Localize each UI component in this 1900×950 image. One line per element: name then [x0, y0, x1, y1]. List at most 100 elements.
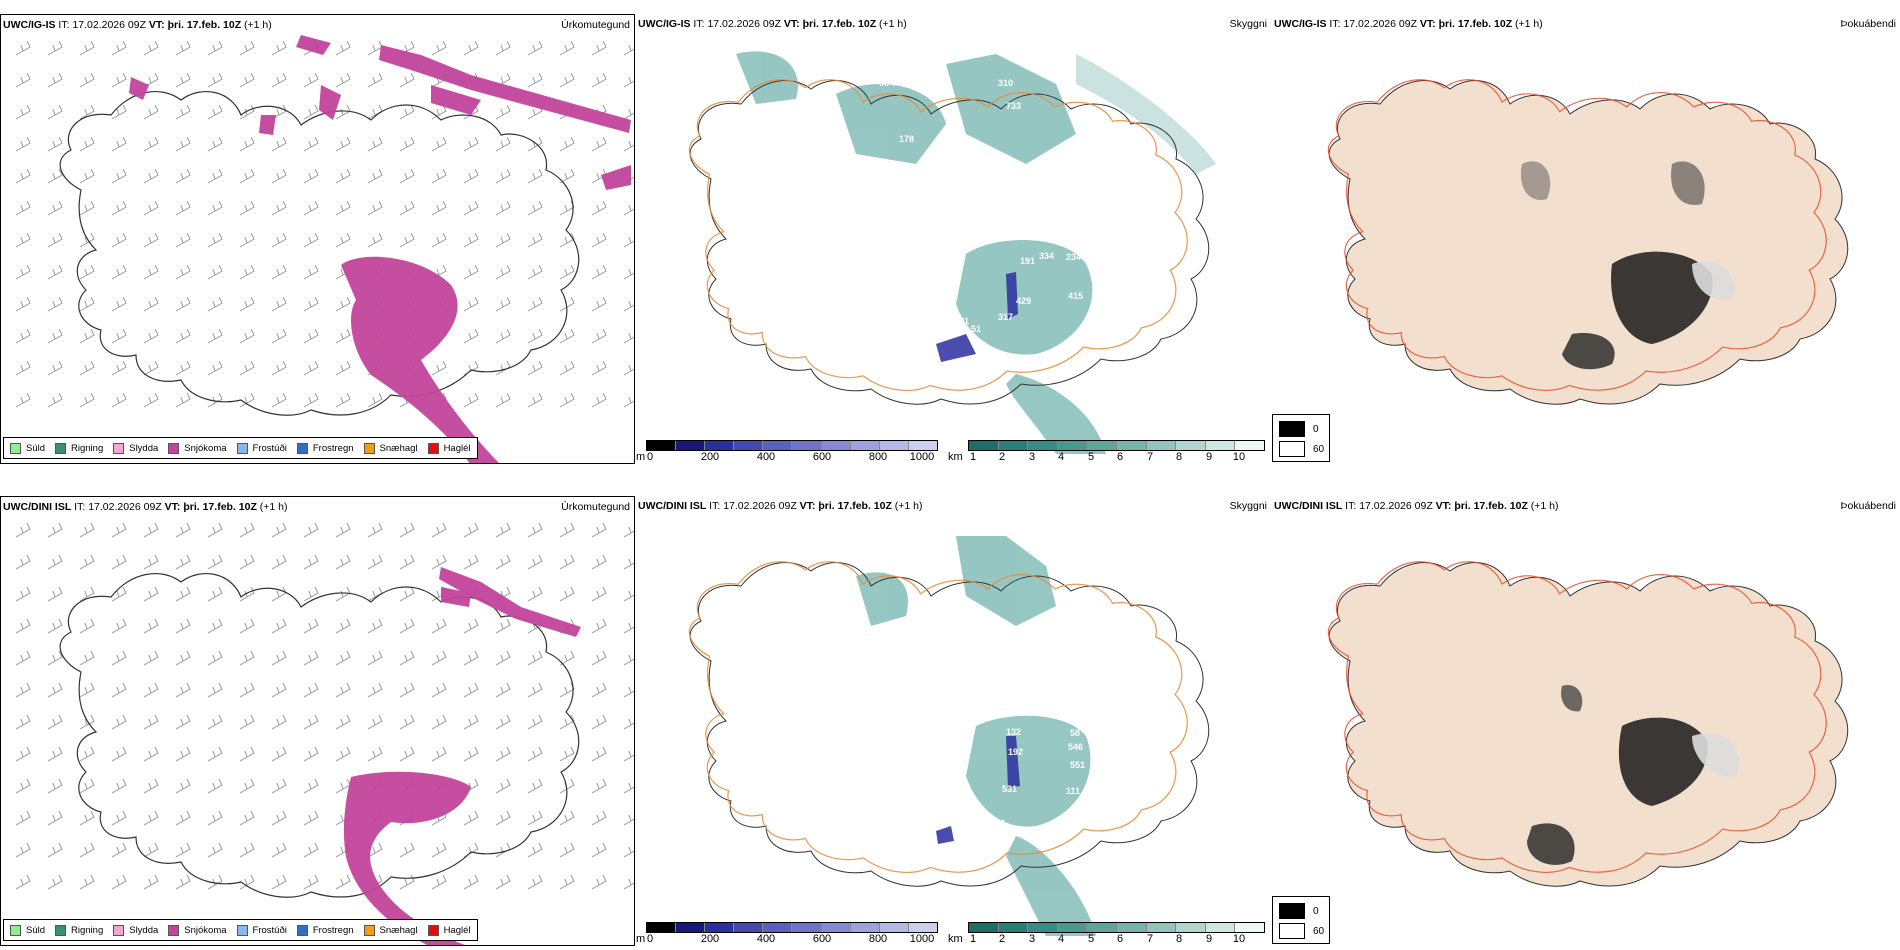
visibility-value-label: 191 — [1020, 256, 1035, 266]
visibility-value-label: 913 — [1048, 615, 1063, 625]
road-network — [688, 79, 1188, 392]
wind-barb — [303, 842, 319, 858]
visibility-value-label: 81 — [959, 316, 969, 326]
wind-barb — [175, 40, 191, 56]
wind-barb — [591, 650, 607, 666]
lead-time: (+1 h) — [259, 501, 288, 513]
wind-barb — [463, 232, 479, 248]
wind-barb — [143, 296, 159, 312]
wind-barb — [591, 264, 607, 280]
wind-barb — [15, 714, 31, 730]
wind-barb — [239, 232, 255, 248]
wind-barb — [175, 328, 191, 344]
wind-barb — [47, 72, 63, 88]
wind-barb — [495, 650, 511, 666]
wind-barb — [559, 522, 575, 538]
wind-barb — [623, 204, 634, 216]
wind-barb — [15, 874, 31, 890]
wind-barb — [239, 72, 255, 88]
colorbar-m-tick: 200 — [700, 933, 720, 945]
wind-barb — [303, 810, 319, 826]
wind-barb — [47, 522, 63, 538]
fog-legend: 0 60 — [1272, 896, 1330, 944]
wind-barb — [143, 778, 159, 794]
wind-barb — [143, 650, 159, 666]
wind-barb — [79, 392, 95, 408]
model-name: UWC/IG-IS — [1274, 18, 1327, 30]
wind-barb — [527, 714, 543, 730]
wind-barb — [271, 328, 287, 344]
wind-barb — [143, 874, 159, 890]
wind-barb — [399, 746, 415, 762]
wind-barb — [175, 392, 191, 408]
road-network — [1327, 79, 1827, 391]
wind-barb — [399, 650, 415, 666]
wind-barb — [239, 328, 255, 344]
panel-title: Úrkomutegund — [561, 19, 630, 31]
vt-label: VT: — [164, 501, 181, 513]
wind-barb — [527, 842, 543, 858]
precip-legend-label: Frostúði — [252, 924, 287, 936]
wind-barb — [335, 72, 351, 88]
wind-barb — [239, 714, 255, 730]
wind-barb — [463, 168, 479, 184]
wind-barb — [303, 136, 319, 152]
wind-barb — [431, 136, 447, 152]
wind-barb — [47, 842, 63, 858]
wind-barb — [15, 392, 31, 408]
precip-legend-item: Haglél — [427, 924, 471, 936]
iceland-coastline — [689, 562, 1210, 887]
wind-barb — [431, 232, 447, 248]
wind-barb — [463, 200, 479, 216]
wind-barb — [143, 714, 159, 730]
precip-legend-item: Slydda — [113, 442, 158, 454]
wind-barb — [143, 810, 159, 826]
wind-barb — [591, 746, 607, 762]
wind-barb — [239, 650, 255, 666]
wind-barb — [271, 168, 287, 184]
colorbar-km-tick: 7 — [1146, 933, 1154, 945]
wind-barb — [431, 554, 447, 570]
wind-barb — [463, 360, 479, 376]
wind-barb — [175, 104, 191, 120]
wind-barb — [367, 136, 383, 152]
lead-time: (+1 h) — [879, 18, 907, 30]
wind-barb — [271, 874, 287, 890]
wind-barb — [591, 328, 607, 344]
wind-barb — [495, 328, 511, 344]
wind-barb — [207, 746, 223, 762]
road-network — [688, 561, 1188, 874]
wind-barb — [399, 72, 415, 88]
wind-barb — [527, 264, 543, 280]
wind-barb — [175, 682, 191, 698]
wind-barb — [431, 40, 447, 56]
wind-barb — [303, 360, 319, 376]
precip-legend-label: Frostregn — [312, 924, 354, 936]
valid-time: þri. 17.feb. 10Z — [183, 501, 257, 513]
wind-barb — [207, 200, 223, 216]
colorbar-km-tick: 9 — [1205, 451, 1213, 463]
wind-barb — [175, 136, 191, 152]
wind-barb — [239, 586, 255, 602]
visibility-value-label: 711 — [892, 78, 907, 88]
wind-barb — [271, 360, 287, 376]
wind-barb — [271, 554, 287, 570]
wind-barb — [367, 714, 383, 730]
fog-index-panel-row1: UWC/IG-IS IT: 17.02.2026 09Z VT: þri. 17… — [1272, 14, 1900, 464]
wind-barb — [431, 650, 447, 666]
wind-barb — [239, 136, 255, 152]
wind-barb — [623, 332, 634, 344]
wind-barb — [207, 40, 223, 56]
precip-legend-item: Frostregn — [296, 442, 354, 454]
wind-barb — [591, 232, 607, 248]
wind-barbs — [15, 522, 634, 890]
wind-barb — [335, 40, 351, 56]
wind-barb — [239, 874, 255, 890]
precip-legend-item: Snjókoma — [168, 442, 227, 454]
wind-barb — [271, 682, 287, 698]
iceland-land-area — [1328, 80, 1849, 405]
wind-barb — [303, 168, 319, 184]
wind-barb — [175, 746, 191, 762]
wind-barb — [367, 746, 383, 762]
wind-barb — [47, 360, 63, 376]
